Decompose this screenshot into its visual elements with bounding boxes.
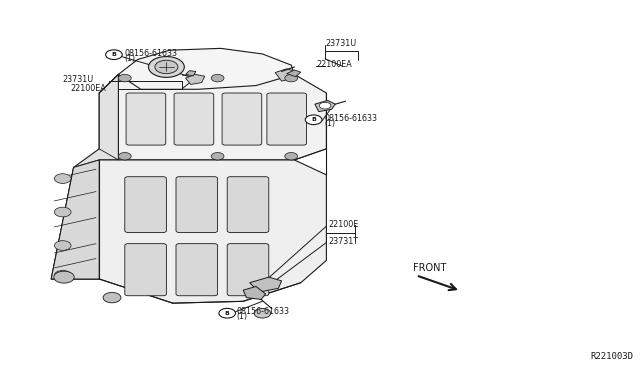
- Text: 22100EA: 22100EA: [70, 84, 106, 93]
- Polygon shape: [186, 71, 196, 76]
- Circle shape: [54, 174, 71, 183]
- Polygon shape: [243, 286, 266, 299]
- Circle shape: [211, 74, 224, 82]
- Circle shape: [155, 60, 178, 74]
- Text: 23731U: 23731U: [63, 75, 94, 84]
- Text: 08156-61633: 08156-61633: [237, 307, 290, 316]
- Polygon shape: [315, 100, 335, 112]
- Circle shape: [54, 207, 71, 217]
- Text: R221003D: R221003D: [591, 352, 634, 361]
- Text: (1): (1): [125, 54, 136, 63]
- Circle shape: [219, 308, 236, 318]
- Circle shape: [148, 57, 184, 77]
- Circle shape: [285, 153, 298, 160]
- Polygon shape: [51, 160, 99, 279]
- Text: 22100EA: 22100EA: [316, 60, 352, 69]
- Circle shape: [305, 115, 322, 125]
- FancyBboxPatch shape: [125, 177, 166, 232]
- Circle shape: [106, 50, 122, 60]
- Text: 08156-61633: 08156-61633: [324, 114, 378, 123]
- Circle shape: [211, 153, 224, 160]
- Text: 23731U: 23731U: [325, 39, 356, 48]
- FancyBboxPatch shape: [174, 93, 214, 145]
- Circle shape: [54, 270, 71, 280]
- Polygon shape: [186, 74, 205, 84]
- Circle shape: [118, 153, 131, 160]
- Polygon shape: [250, 277, 282, 292]
- Circle shape: [254, 308, 271, 318]
- Text: B: B: [225, 311, 230, 316]
- Text: 23731T: 23731T: [328, 237, 358, 246]
- FancyBboxPatch shape: [222, 93, 262, 145]
- Polygon shape: [51, 160, 99, 279]
- Circle shape: [285, 74, 298, 82]
- Text: (1): (1): [237, 312, 248, 321]
- Text: 08156-61633: 08156-61633: [125, 49, 178, 58]
- Text: B: B: [111, 52, 116, 57]
- Polygon shape: [51, 74, 118, 279]
- Circle shape: [54, 241, 71, 250]
- Text: (1): (1): [324, 119, 335, 128]
- Polygon shape: [99, 74, 326, 160]
- Circle shape: [54, 271, 74, 283]
- FancyBboxPatch shape: [176, 244, 218, 296]
- Text: B: B: [311, 117, 316, 122]
- FancyBboxPatch shape: [267, 93, 307, 145]
- Text: 22100E: 22100E: [328, 220, 358, 229]
- FancyBboxPatch shape: [176, 177, 218, 232]
- Polygon shape: [118, 48, 294, 89]
- Circle shape: [103, 292, 121, 303]
- FancyBboxPatch shape: [227, 244, 269, 296]
- Polygon shape: [99, 160, 326, 303]
- Circle shape: [118, 74, 131, 82]
- Text: FRONT: FRONT: [413, 263, 446, 273]
- Polygon shape: [275, 69, 296, 81]
- FancyBboxPatch shape: [227, 177, 269, 232]
- Polygon shape: [287, 70, 301, 77]
- FancyBboxPatch shape: [126, 93, 166, 145]
- Circle shape: [319, 102, 331, 109]
- FancyBboxPatch shape: [125, 244, 166, 296]
